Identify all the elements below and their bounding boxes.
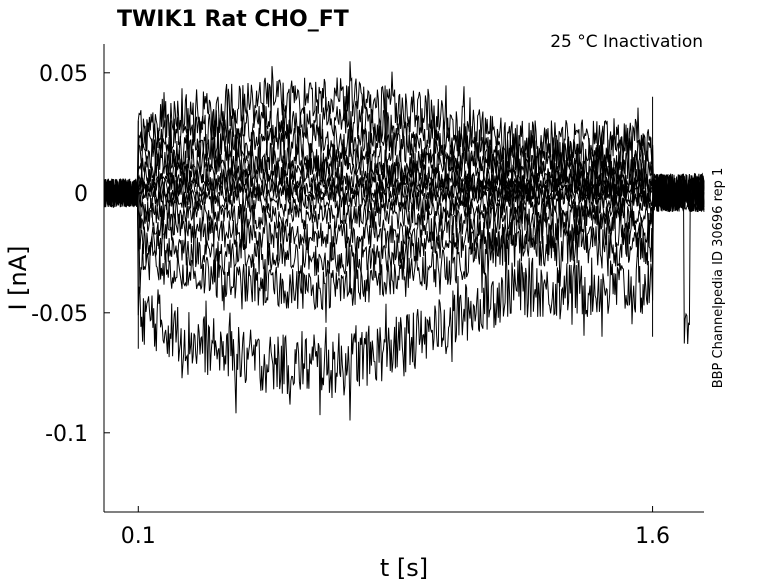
y-ticks: 0.05 0 -0.05 -0.1 [31,62,110,447]
x-axis-label: t [s] [380,554,428,582]
current-trace [103,173,705,220]
x-ticks: 0.1 1.6 [121,506,670,549]
y-tick-label: -0.1 [45,422,88,447]
axes [103,44,704,513]
x-tick-label: 1.6 [635,524,670,549]
y-axis-label: I [nA] [4,245,32,310]
current-trace [103,150,705,213]
current-trace [103,172,705,421]
channelpedia-id-label: BBP Channelpedia ID 30696 rep 1 [711,168,726,389]
y-tick-label: -0.05 [31,302,88,327]
current-trace [103,174,705,212]
x-tick-label: 0.1 [121,524,156,549]
y-tick-label: 0.05 [39,62,88,87]
current-trace [103,157,705,212]
y-tick-label: 0 [74,182,88,207]
current-trace [103,173,705,323]
current-trace [103,61,705,212]
chart-title: TWIK1 Rat CHO_FT [117,7,349,32]
traces [103,61,705,421]
chart-subtitle: 25 °C Inactivation [550,32,703,52]
